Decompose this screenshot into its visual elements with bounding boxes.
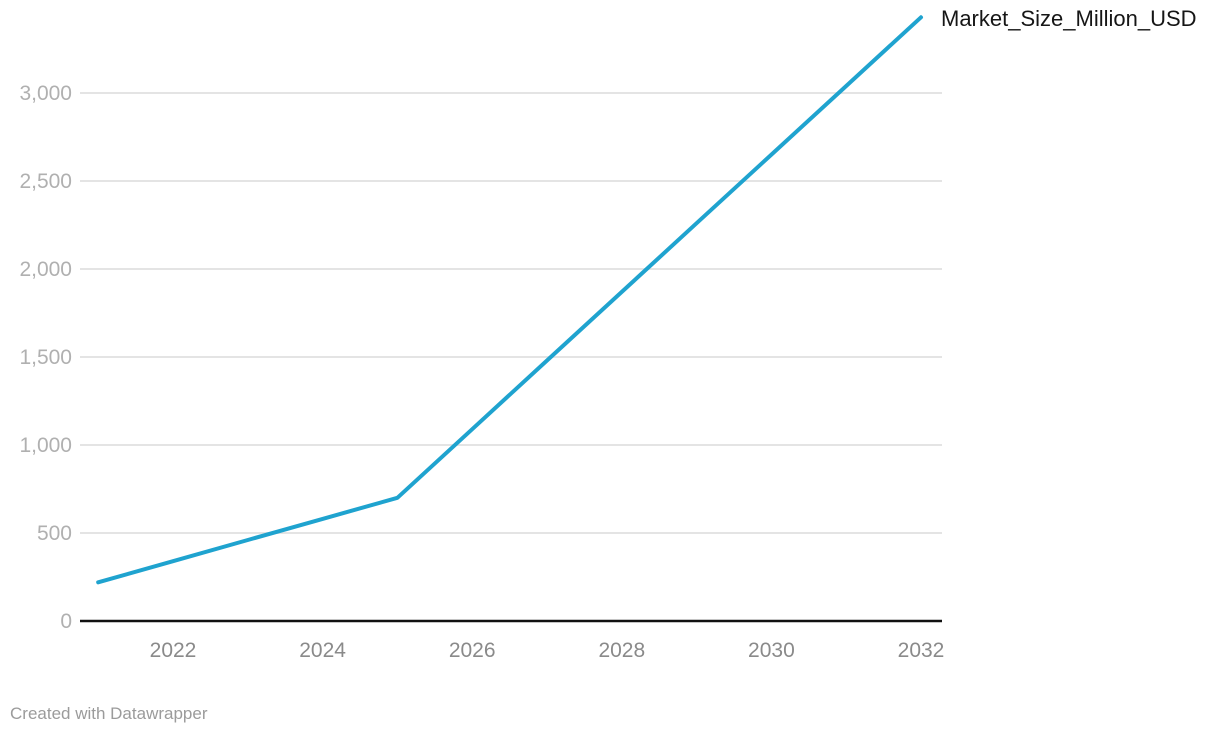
x-tick-label: 2022 (150, 639, 197, 662)
y-tick-label: 1,500 (19, 346, 72, 369)
x-tick-label: 2030 (748, 639, 795, 662)
x-tick-label: 2026 (449, 639, 496, 662)
y-tick-label: 1,000 (19, 434, 72, 457)
footer-credit: Created with Datawrapper (10, 704, 208, 723)
x-tick-label: 2028 (598, 639, 645, 662)
y-tick-label: 2,000 (19, 258, 72, 281)
series-line (96, 15, 923, 585)
x-tick-label: 2024 (299, 639, 346, 662)
y-tick-label: 2,500 (19, 170, 72, 193)
series-direct-label: Market_Size_Million_USD (941, 6, 1197, 31)
y-tick-label: 500 (37, 522, 72, 545)
x-tick-label: 2032 (898, 639, 945, 662)
y-tick-label: 0 (60, 610, 72, 633)
y-tick-label: 3,000 (19, 82, 72, 105)
